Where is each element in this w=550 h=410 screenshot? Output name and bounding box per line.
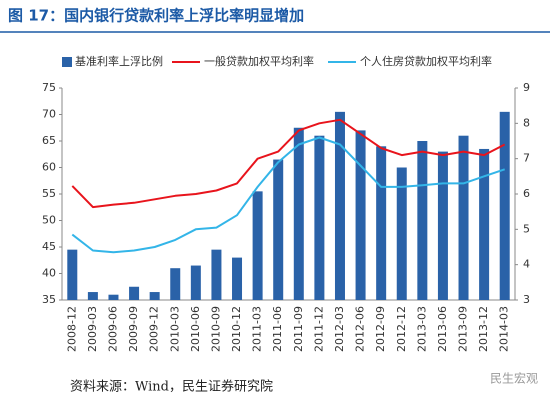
y2-tick-label: 7 (523, 152, 530, 165)
x-tick-label: 2012-06 (354, 306, 367, 352)
x-tick-label: 2010-12 (230, 306, 243, 352)
bar (376, 146, 387, 300)
bar (499, 111, 510, 300)
x-tick-label: 2011-03 (251, 306, 264, 352)
y-tick-label: 65 (42, 134, 56, 147)
y-tick-label: 70 (42, 108, 56, 121)
y-tick-label: 50 (42, 214, 56, 227)
y-tick-label: 60 (42, 161, 56, 174)
legend-label: 个人住房贷款加权平均利率 (360, 54, 492, 68)
y-tick-label: 35 (42, 293, 56, 306)
legend-swatch (62, 57, 72, 67)
bar (232, 257, 243, 300)
x-tick-label: 2009-06 (106, 306, 119, 352)
y-tick-label: 55 (42, 187, 56, 200)
bar (417, 141, 428, 300)
line (71, 118, 506, 209)
x-tick-label: 2010-09 (209, 306, 222, 352)
bar (87, 292, 98, 300)
chart-title: 图 17：国内银行贷款利率上浮比率明显增加 (8, 7, 304, 25)
legend-label: 基准利率上浮比例 (75, 54, 163, 68)
bar (355, 130, 366, 300)
bar (170, 268, 181, 300)
y2-tick-label: 9 (523, 81, 530, 94)
bar (211, 249, 222, 300)
bar (437, 151, 448, 300)
x-tick-label: 2011-06 (271, 306, 284, 352)
bar (67, 249, 78, 300)
bar (458, 135, 469, 300)
x-tick-label: 2014-03 (498, 306, 511, 352)
bar (396, 167, 407, 300)
x-tick-label: 2013-09 (457, 306, 470, 352)
bar (190, 265, 201, 300)
bar (129, 286, 140, 300)
bar (314, 135, 325, 300)
bar (293, 127, 304, 300)
x-tick-label: 2009-03 (86, 306, 99, 352)
y-tick-label: 75 (42, 81, 56, 94)
bar (479, 148, 490, 300)
legend-label: 一般贷款加权平均利率 (204, 54, 314, 68)
source: 资料来源：Wind，民生证券研究院 (70, 379, 273, 395)
x-tick-label: 2013-12 (477, 306, 490, 352)
y2-tick-label: 4 (523, 258, 530, 271)
bar (108, 294, 119, 300)
bar (273, 159, 284, 300)
x-tick-label: 2010-06 (189, 306, 202, 352)
y2-tick-label: 5 (523, 222, 530, 235)
bar (252, 191, 263, 300)
bar (334, 111, 345, 300)
x-tick-label: 2009-12 (148, 306, 161, 352)
x-tick-label: 2011-12 (312, 306, 325, 352)
y2-tick-label: 6 (523, 187, 530, 200)
watermark: 民生宏观 (490, 371, 538, 386)
x-tick-label: 2013-06 (436, 306, 449, 352)
y-tick-label: 40 (42, 267, 56, 280)
x-tick-label: 2012-03 (333, 306, 346, 352)
y2-tick-label: 8 (523, 116, 530, 129)
line (71, 136, 506, 254)
bar (149, 292, 160, 300)
y-tick-label: 45 (42, 240, 56, 253)
x-tick-label: 2010-03 (168, 306, 181, 352)
x-tick-label: 2009-09 (127, 306, 140, 352)
x-tick-label: 2011-09 (292, 306, 305, 352)
x-tick-label: 2013-03 (415, 306, 428, 352)
y2-tick-label: 3 (523, 293, 530, 306)
x-tick-label: 2008-12 (65, 306, 78, 352)
x-tick-label: 2012-12 (395, 306, 408, 352)
x-tick-label: 2012-09 (374, 306, 387, 352)
